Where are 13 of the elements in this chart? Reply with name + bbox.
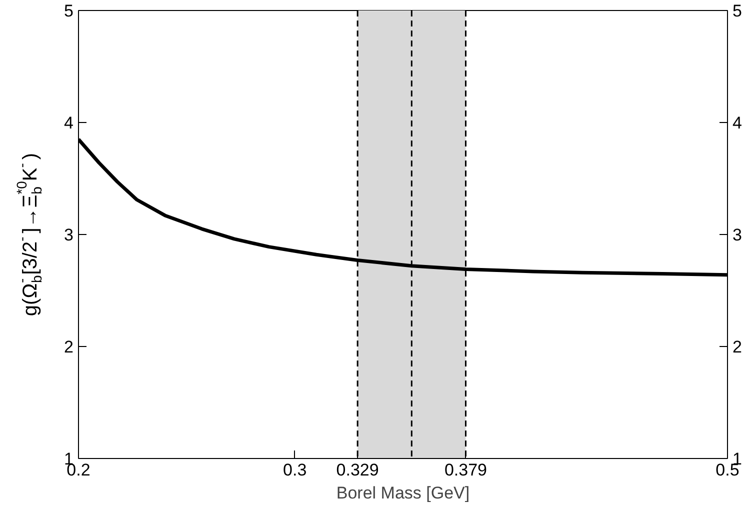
y-tick-label: 5: [64, 2, 74, 20]
text: g(Ωb-[3/2-]→Ξb*0K-): [13, 152, 44, 316]
y-tick-label: 3: [64, 226, 74, 244]
y-tick-label: 2: [64, 338, 74, 356]
y-tick-label: 4: [64, 114, 74, 132]
x-tick-label: 0.379: [444, 460, 488, 480]
y2-tick-label: 2: [732, 338, 742, 356]
x-tick-label: 0.3: [283, 460, 307, 480]
x-tick-label: 0.329: [336, 460, 379, 480]
y2-tick-label: 3: [732, 226, 742, 244]
y2-tick-label: 4: [732, 114, 742, 132]
x-axis-title: Borel Mass [GeV]: [336, 484, 470, 502]
y2-tick-label: 5: [732, 2, 742, 20]
